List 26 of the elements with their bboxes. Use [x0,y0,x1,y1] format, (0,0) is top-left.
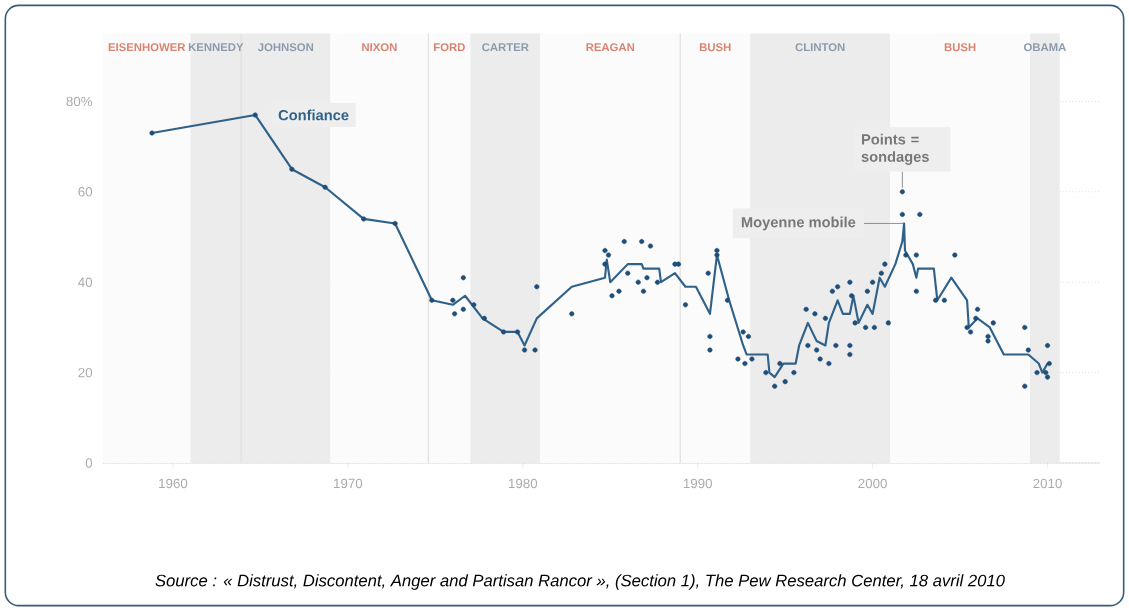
annotation: Moyenne mobile [741,216,856,231]
band-label: CARTER [482,43,529,52]
band-label: OBAMA [1023,43,1066,52]
y-tick-label: 0 [85,458,93,468]
x-tick-label: 1980 [508,478,538,489]
y-tick-label: 80% [66,96,93,107]
x-tick-label: 2010 [1033,478,1062,489]
band-label: FORD [434,43,465,52]
band-label: NIXON [362,43,397,52]
y-tick-label: 20 [78,367,93,378]
y-tick-label: 60 [78,187,93,197]
band-label: CLINTON [795,43,845,52]
band-label: BUSH [944,43,976,52]
band-label: JOHNSON [257,43,314,52]
x-tick-label: 2000 [858,478,887,489]
source-note: Source : « Distrust, Discontent, Anger and Partisan Rancor », (Section 1), The Pew Research Center, 18 avril 2010 [155,574,1005,590]
x-tick-label: 1970 [334,478,363,489]
annotation: Points = sondages [861,133,929,165]
band-label: KENNEDY [188,43,244,52]
band-label: BUSH [699,43,731,52]
x-tick-label: 1990 [683,478,713,489]
y-tick-label: 40 [78,277,93,287]
x-tick-label: 1960 [159,478,188,489]
band-label: EISENHOWER [108,43,186,52]
band-label: REAGAN [586,43,635,52]
series-label: Confiance [278,109,349,121]
